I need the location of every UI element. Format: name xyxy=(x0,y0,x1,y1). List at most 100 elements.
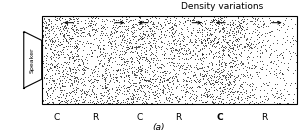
Point xyxy=(217,55,221,57)
Point xyxy=(226,90,231,92)
Point xyxy=(64,39,69,41)
Point xyxy=(126,86,130,88)
Point xyxy=(134,93,138,95)
Point xyxy=(168,28,173,31)
Point xyxy=(260,40,265,43)
Point xyxy=(271,96,276,98)
Point xyxy=(230,86,235,88)
Point xyxy=(146,91,151,93)
Point xyxy=(56,96,61,98)
Point xyxy=(239,73,244,75)
Point xyxy=(157,92,161,95)
Text: C: C xyxy=(54,113,60,122)
Point xyxy=(217,30,222,32)
Point xyxy=(55,38,60,40)
Point xyxy=(211,45,216,47)
Point xyxy=(212,46,217,48)
Point xyxy=(268,72,273,74)
Point xyxy=(129,50,134,52)
Point xyxy=(135,71,140,73)
Point xyxy=(90,26,94,28)
Point xyxy=(74,79,79,81)
Point xyxy=(158,59,162,61)
Point xyxy=(59,49,64,51)
Point xyxy=(172,24,177,26)
Point xyxy=(195,31,200,33)
Point xyxy=(91,91,95,93)
Point xyxy=(113,89,118,91)
Point xyxy=(280,72,285,74)
Point xyxy=(206,42,211,44)
Point xyxy=(214,81,218,83)
Point xyxy=(197,85,202,87)
Point xyxy=(217,37,222,39)
Point xyxy=(103,72,108,74)
Point xyxy=(221,30,226,32)
Point xyxy=(239,86,244,88)
Point xyxy=(248,77,253,79)
Point xyxy=(51,59,56,61)
Point xyxy=(68,56,73,58)
Point xyxy=(200,101,205,103)
Point xyxy=(285,102,290,104)
Point xyxy=(74,15,78,17)
Point xyxy=(189,86,194,88)
Point xyxy=(41,60,46,62)
Point xyxy=(148,47,152,49)
Point xyxy=(182,102,187,104)
Point xyxy=(201,94,206,96)
Point xyxy=(136,60,140,62)
Point xyxy=(57,89,62,91)
Point xyxy=(89,24,94,26)
Point xyxy=(239,29,244,31)
Point xyxy=(124,100,129,102)
Point xyxy=(132,74,136,76)
Point xyxy=(139,78,144,80)
Point xyxy=(176,101,181,103)
Point xyxy=(79,95,83,97)
Point xyxy=(164,79,169,81)
Point xyxy=(115,36,120,38)
Point xyxy=(100,53,105,55)
Point xyxy=(189,81,194,83)
Point xyxy=(169,98,174,100)
Point xyxy=(102,48,107,50)
Point xyxy=(210,63,215,66)
Point xyxy=(116,87,121,90)
Point xyxy=(65,73,70,75)
Point xyxy=(153,97,158,99)
Point xyxy=(165,97,170,99)
Point xyxy=(130,57,135,59)
Point xyxy=(210,40,215,43)
Point xyxy=(152,74,157,76)
Point xyxy=(142,103,147,105)
Point xyxy=(279,97,283,99)
Point xyxy=(230,47,235,50)
Point xyxy=(213,80,218,82)
Point xyxy=(267,72,272,74)
Point xyxy=(178,21,182,23)
Point xyxy=(162,50,167,53)
Point xyxy=(257,52,262,54)
Point xyxy=(53,66,58,68)
Point xyxy=(76,34,80,37)
Point xyxy=(215,97,220,99)
Point xyxy=(158,101,162,103)
Point xyxy=(212,102,216,104)
Point xyxy=(168,64,172,66)
Point xyxy=(214,41,219,43)
Point xyxy=(207,83,212,85)
Point xyxy=(204,95,209,97)
Point xyxy=(196,50,201,52)
Point xyxy=(165,22,170,24)
Point xyxy=(271,60,276,62)
Point xyxy=(60,85,64,87)
Point xyxy=(239,43,244,45)
Point xyxy=(156,99,161,101)
Point xyxy=(185,66,190,69)
Point xyxy=(58,41,62,43)
Point xyxy=(249,46,254,48)
Point xyxy=(210,96,214,98)
Point xyxy=(151,26,156,28)
Point xyxy=(213,35,218,37)
